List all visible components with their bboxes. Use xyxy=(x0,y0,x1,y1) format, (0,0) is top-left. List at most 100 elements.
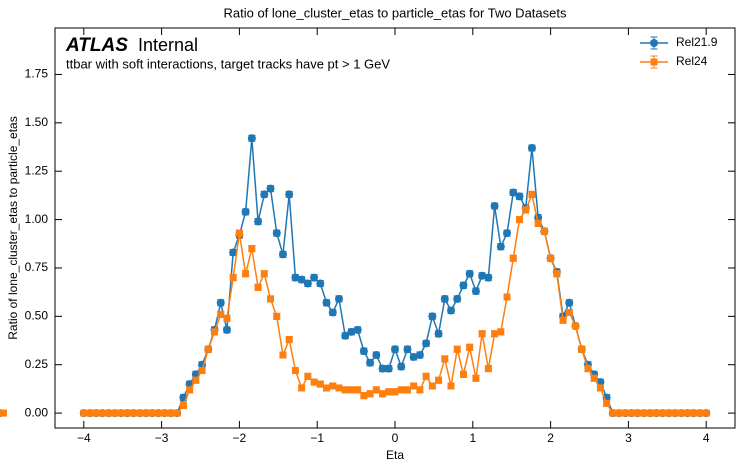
marker xyxy=(167,409,175,417)
marker xyxy=(142,409,150,417)
marker xyxy=(105,409,113,417)
marker xyxy=(229,248,238,257)
marker xyxy=(428,382,436,390)
chart-title: Ratio of lone_cluster_etas to particle_e… xyxy=(223,5,567,20)
marker xyxy=(111,409,119,417)
marker xyxy=(572,322,580,330)
marker xyxy=(578,345,586,353)
y-tick-label: 0.50 xyxy=(25,309,49,323)
marker xyxy=(677,409,685,417)
marker xyxy=(453,345,461,353)
marker xyxy=(322,298,331,307)
marker xyxy=(186,386,194,394)
marker xyxy=(272,229,281,238)
marker xyxy=(515,192,524,201)
marker xyxy=(416,386,424,394)
marker xyxy=(316,279,325,288)
legend-label: Rel24 xyxy=(676,54,708,68)
marker xyxy=(409,352,418,361)
marker xyxy=(496,242,505,251)
marker xyxy=(347,327,356,336)
x-tick-label: −2 xyxy=(233,431,247,445)
legend-marker xyxy=(650,39,658,47)
marker xyxy=(241,207,250,216)
marker xyxy=(310,273,319,282)
marker xyxy=(384,364,393,373)
marker xyxy=(503,229,512,238)
marker xyxy=(379,390,387,398)
marker xyxy=(210,328,218,336)
marker xyxy=(154,409,162,417)
marker xyxy=(216,298,225,307)
plot-frame xyxy=(54,27,736,429)
marker xyxy=(297,275,306,284)
marker xyxy=(615,409,623,417)
marker xyxy=(596,384,604,392)
marker xyxy=(684,409,692,417)
marker xyxy=(161,409,169,417)
marker xyxy=(92,409,100,417)
marker xyxy=(547,254,555,262)
marker xyxy=(117,409,125,417)
marker xyxy=(534,219,542,227)
marker xyxy=(223,314,231,322)
y-tick-label: 1.50 xyxy=(25,115,49,129)
marker xyxy=(310,378,318,386)
y-tick-label: 0.00 xyxy=(25,405,49,419)
marker xyxy=(273,312,281,320)
marker xyxy=(497,328,505,336)
y-tick-label: 1.25 xyxy=(25,163,49,177)
marker xyxy=(584,365,592,373)
legend-marker xyxy=(650,58,658,66)
marker xyxy=(328,308,337,317)
marker xyxy=(603,399,611,407)
marker xyxy=(335,384,343,392)
marker xyxy=(260,270,268,278)
marker xyxy=(123,409,131,417)
annotation: ttbar with soft interactions, target tra… xyxy=(66,56,390,71)
marker xyxy=(80,409,88,417)
status-label: Internal xyxy=(138,35,198,55)
marker xyxy=(204,345,212,353)
series xyxy=(0,191,710,417)
marker xyxy=(397,362,406,371)
marker xyxy=(515,216,523,224)
y-tick-label: 0.75 xyxy=(25,260,49,274)
marker xyxy=(696,409,704,417)
marker xyxy=(316,380,324,388)
marker xyxy=(291,367,299,375)
marker xyxy=(266,184,275,193)
marker xyxy=(98,409,106,417)
marker xyxy=(478,271,487,280)
marker xyxy=(509,254,517,262)
marker xyxy=(671,409,679,417)
marker xyxy=(372,351,381,360)
y-tick-label: 0.25 xyxy=(25,357,49,371)
marker xyxy=(222,325,231,334)
x-tick-label: −3 xyxy=(155,431,169,445)
marker xyxy=(334,294,343,303)
marker xyxy=(229,274,237,282)
marker xyxy=(173,409,181,417)
marker xyxy=(247,134,256,143)
marker xyxy=(198,367,206,375)
marker xyxy=(422,372,430,380)
marker xyxy=(422,339,431,348)
marker xyxy=(665,409,673,417)
y-tick-label: 1.00 xyxy=(25,212,49,226)
marker xyxy=(453,294,462,303)
marker xyxy=(528,190,536,198)
marker xyxy=(441,355,449,363)
marker xyxy=(329,382,337,390)
marker xyxy=(447,382,455,390)
x-tick-label: 1 xyxy=(469,431,476,445)
marker xyxy=(279,351,287,359)
marker xyxy=(323,384,331,392)
marker xyxy=(136,409,144,417)
marker xyxy=(690,409,698,417)
marker xyxy=(217,310,225,318)
marker xyxy=(410,382,418,390)
marker xyxy=(491,330,499,338)
marker xyxy=(403,345,412,354)
